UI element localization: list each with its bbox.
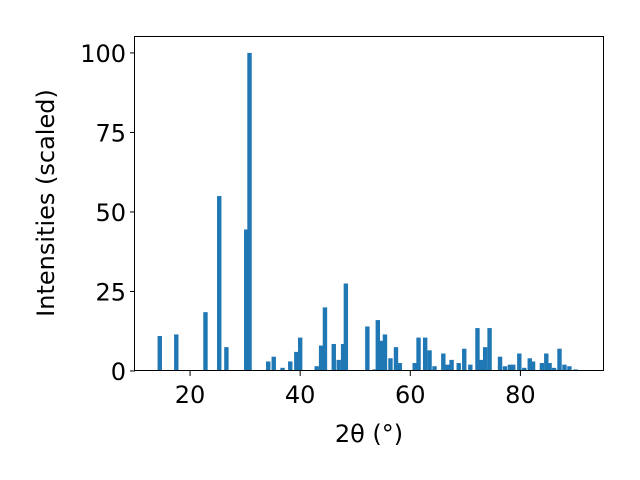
bar-33 bbox=[441, 353, 446, 371]
bar-19 bbox=[343, 283, 349, 371]
x-axis-label: 2θ (°) bbox=[335, 420, 403, 448]
bar-48 bbox=[522, 367, 527, 371]
bar-11 bbox=[294, 351, 299, 371]
bar-32 bbox=[432, 366, 437, 371]
plot-frame bbox=[134, 36, 604, 371]
bar-10 bbox=[288, 361, 293, 371]
bar-57 bbox=[567, 366, 572, 371]
y-tick-label-1: 25 bbox=[95, 278, 126, 306]
bar-46 bbox=[511, 364, 516, 371]
x-tick-label-1: 40 bbox=[285, 381, 316, 409]
bar-17 bbox=[336, 359, 341, 371]
bar-9 bbox=[280, 367, 285, 371]
bar-51 bbox=[539, 363, 545, 371]
bar-44 bbox=[502, 366, 508, 371]
y-tick-label-3: 75 bbox=[95, 119, 126, 147]
bar-7 bbox=[266, 361, 271, 371]
bar-41 bbox=[482, 347, 488, 371]
bar-22 bbox=[375, 320, 381, 371]
bar-54 bbox=[551, 367, 557, 371]
bar-4 bbox=[224, 347, 229, 371]
bar-15 bbox=[322, 307, 328, 371]
bar-43 bbox=[497, 356, 503, 371]
bar-26 bbox=[393, 347, 399, 371]
bar-16 bbox=[331, 343, 336, 371]
bar-36 bbox=[456, 363, 461, 371]
bar-25 bbox=[388, 358, 393, 371]
bar-35 bbox=[449, 359, 454, 371]
bar-40 bbox=[479, 359, 484, 371]
bar-28 bbox=[412, 363, 417, 371]
bar-2 bbox=[203, 312, 208, 371]
bar-12 bbox=[297, 337, 303, 371]
bar-37 bbox=[462, 348, 467, 371]
bar-29 bbox=[416, 337, 421, 371]
bar-49 bbox=[527, 358, 532, 371]
bar-50 bbox=[530, 361, 536, 371]
bar-6 bbox=[247, 52, 252, 372]
bar-23 bbox=[378, 340, 384, 371]
bar-39 bbox=[475, 328, 480, 371]
bar-20 bbox=[365, 326, 370, 371]
ticks-layer: 20 40 60 80 0 25 50 75 100 bbox=[80, 40, 535, 409]
x-tick-label-2: 60 bbox=[395, 381, 426, 409]
bar-45 bbox=[507, 364, 513, 371]
x-tick-label-0: 20 bbox=[175, 381, 206, 409]
bar-52 bbox=[544, 353, 549, 371]
bar-8 bbox=[271, 356, 276, 371]
y-tick-label-4: 100 bbox=[80, 40, 126, 68]
bar-30 bbox=[422, 337, 428, 371]
y-axis-label: Intensities (scaled) bbox=[32, 89, 60, 317]
bar-1 bbox=[174, 334, 179, 371]
bar-27 bbox=[397, 363, 403, 371]
bar-34 bbox=[445, 364, 450, 371]
bar-53 bbox=[547, 363, 552, 371]
bar-18 bbox=[340, 343, 346, 371]
bar-3 bbox=[217, 196, 222, 371]
bar-38 bbox=[468, 364, 473, 371]
x-tick-label-3: 80 bbox=[505, 381, 536, 409]
bar-13 bbox=[314, 366, 319, 371]
bar-55 bbox=[557, 348, 562, 371]
bar-31 bbox=[427, 350, 432, 371]
bars-layer bbox=[157, 52, 578, 372]
y-tick-label-2: 50 bbox=[95, 199, 126, 227]
bar-0 bbox=[157, 336, 162, 371]
bar-47 bbox=[517, 353, 522, 371]
y-tick-label-0: 0 bbox=[111, 358, 126, 386]
bar-56 bbox=[562, 364, 567, 371]
bar-14 bbox=[318, 345, 324, 371]
bar-24 bbox=[382, 334, 388, 371]
bar-5 bbox=[244, 229, 249, 371]
bar-42 bbox=[487, 328, 492, 371]
